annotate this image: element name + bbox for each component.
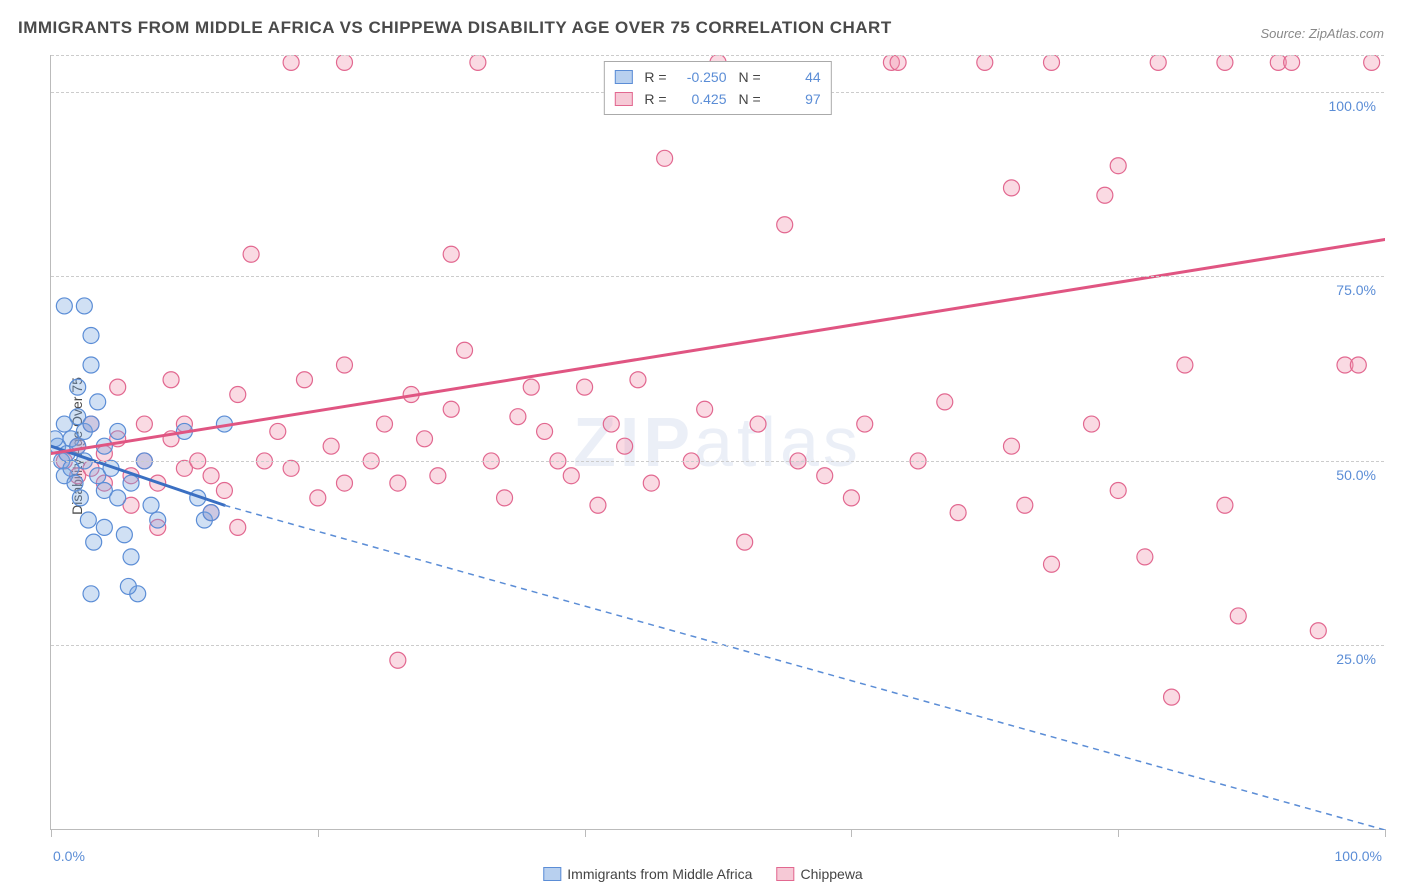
scatter-svg [51, 55, 1385, 830]
chart-container: IMMIGRANTS FROM MIDDLE AFRICA VS CHIPPEW… [0, 0, 1406, 892]
y-tick-label: 25.0% [1336, 651, 1376, 667]
n-label-1: N = [739, 66, 761, 88]
x-tick [318, 829, 319, 837]
gridline [51, 276, 1384, 277]
legend-item-series1: Immigrants from Middle Africa [543, 866, 752, 882]
n-value-1: 44 [773, 66, 821, 88]
legend-swatch-series2 [614, 92, 632, 106]
x-tick-label: 100.0% [1335, 848, 1382, 864]
series-legend: Immigrants from Middle Africa Chippewa [543, 866, 862, 882]
y-tick-label: 100.0% [1329, 98, 1376, 114]
gridline [51, 55, 1384, 56]
legend-item-series2: Chippewa [776, 866, 862, 882]
legend-swatch-series1 [614, 70, 632, 84]
x-tick-label: 0.0% [53, 848, 85, 864]
legend-row-series1: R = -0.250 N = 44 [614, 66, 820, 88]
x-tick [851, 829, 852, 837]
x-tick [1118, 829, 1119, 837]
r-value-1: -0.250 [679, 66, 727, 88]
r-label-2: R = [644, 88, 666, 110]
y-tick-label: 75.0% [1336, 282, 1376, 298]
source-attribution: Source: ZipAtlas.com [1260, 26, 1384, 41]
chart-title: IMMIGRANTS FROM MIDDLE AFRICA VS CHIPPEW… [18, 18, 892, 38]
plot-area: ZIPatlas R = -0.250 N = 44 R = 0.425 N =… [50, 55, 1384, 830]
r-value-2: 0.425 [679, 88, 727, 110]
y-tick-label: 50.0% [1336, 467, 1376, 483]
legend-bottom-swatch-2 [776, 867, 794, 881]
legend-bottom-label-2: Chippewa [800, 866, 862, 882]
gridline [51, 645, 1384, 646]
n-value-2: 97 [773, 88, 821, 110]
x-tick [585, 829, 586, 837]
x-tick [1385, 829, 1386, 837]
legend-bottom-label-1: Immigrants from Middle Africa [567, 866, 752, 882]
n-label-2: N = [739, 88, 761, 110]
legend-bottom-swatch-1 [543, 867, 561, 881]
correlation-legend: R = -0.250 N = 44 R = 0.425 N = 97 [603, 61, 831, 115]
x-tick [51, 829, 52, 837]
gridline [51, 461, 1384, 462]
r-label-1: R = [644, 66, 666, 88]
legend-row-series2: R = 0.425 N = 97 [614, 88, 820, 110]
